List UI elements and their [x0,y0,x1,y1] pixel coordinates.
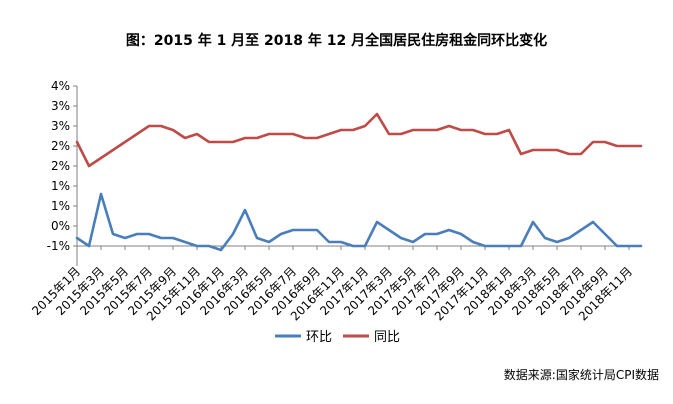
series-line-1 [75,192,643,252]
y-tick-label: 3% [51,99,70,113]
legend: 环比 同比 [275,330,400,345]
series-lines [75,112,643,252]
y-tick-label: 3% [51,119,70,133]
y-tick-label: 1% [51,199,70,213]
source-note: 数据来源:国家统计局CPI数据 [503,368,659,382]
y-tick-label: 4% [51,79,70,93]
y-axis-ticks: 4% 3% 3% 2% 2% 1% 1% 0% -1% [47,79,77,253]
chart-title: 图：2015 年 1 月至 2018 年 12 月全国居民住房租金同环比变化 [125,33,548,49]
series-line-2 [75,112,643,168]
legend-label: 环比 [306,330,332,345]
y-tick-label: -1% [47,239,70,253]
y-tick-label: 1% [51,179,70,193]
legend-label: 同比 [374,330,400,345]
y-tick-label: 0% [51,219,70,233]
y-tick-label: 2% [51,159,70,173]
x-axis-ticks: 2015年1月2015年3月2015年5月2015年7月2015年9月2015年… [29,246,635,323]
y-tick-label: 2% [51,139,70,153]
